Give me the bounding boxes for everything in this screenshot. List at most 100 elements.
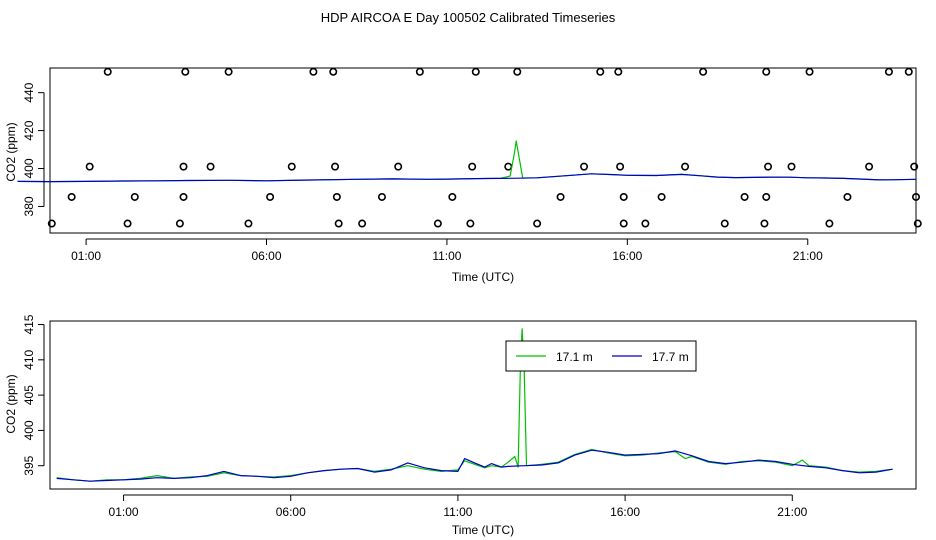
top-marker-point: [181, 67, 190, 76]
top-marker-point: [556, 192, 565, 201]
top-plot-frame: [49, 67, 917, 234]
top-marker-point: [448, 192, 457, 201]
top-marker-point: [787, 162, 796, 171]
top-marker-point: [596, 67, 605, 76]
bottom-series-line-2: [56, 449, 893, 482]
top-marker-point: [103, 67, 112, 76]
top-marker-point: [657, 192, 666, 201]
figure-title: HDP AIRCOA E Day 100502 Calibrated Times…: [321, 10, 616, 25]
top-y-tick-label: 380: [22, 196, 36, 216]
top-marker-point: [332, 192, 341, 201]
top-marker-point: [699, 67, 708, 76]
bottom-y-tick-label: 405: [22, 385, 36, 405]
bottom-x-tick-label: 21:00: [777, 505, 807, 519]
top-marker-point: [329, 67, 338, 76]
bottom-x-tick-label: 11:00: [443, 505, 472, 519]
bottom-x-tick-label: 16:00: [610, 505, 640, 519]
top-marker-point: [760, 219, 769, 228]
top-marker-point: [394, 162, 403, 171]
top-marker-point: [179, 192, 188, 201]
bottom-y-tick-label: 400: [22, 420, 36, 440]
top-x-tick-label: 06:00: [251, 249, 281, 263]
top-marker-point: [614, 67, 623, 76]
top-marker-point: [67, 192, 76, 201]
top-marker-point: [433, 219, 442, 228]
top-series-line-2: [17, 173, 917, 183]
top-marker-point: [504, 162, 513, 171]
top-y-tick-label: 440: [22, 82, 36, 102]
bottom-x-axis-label: Time (UTC): [452, 523, 514, 537]
top-marker-point: [130, 192, 139, 201]
top-marker-point: [681, 162, 690, 171]
top-marker-point: [224, 67, 233, 76]
top-marker-point: [616, 162, 625, 171]
top-marker-point: [287, 162, 296, 171]
top-marker-point: [377, 192, 386, 201]
top-markers: [47, 67, 922, 228]
top-x-tick-label: 01:00: [71, 249, 101, 263]
top-marker-point: [358, 219, 367, 228]
top-marker-point: [334, 219, 343, 228]
top-marker-point: [331, 162, 340, 171]
bottom-plot-frame: [49, 320, 917, 490]
top-marker-point: [913, 219, 922, 228]
top-marker-point: [47, 219, 56, 228]
bottom-y-tick-label: 415: [22, 314, 36, 334]
top-marker-point: [206, 162, 215, 171]
top-marker-point: [904, 67, 913, 76]
top-y-axis-label: CO2 (ppm): [4, 122, 18, 181]
bottom-panel: 01:00 06:00 11:00 16:00 21:00 395 400 405 410 41…: [4, 314, 917, 537]
top-marker-point: [580, 162, 589, 171]
top-marker-point: [843, 192, 852, 201]
top-series-line-1: [17, 140, 917, 183]
top-marker-point: [720, 219, 729, 228]
bottom-y-axis: 395 400 405 410 415: [22, 314, 45, 476]
top-marker-point: [309, 67, 318, 76]
top-series: [17, 140, 917, 183]
top-y-tick-label: 400: [22, 158, 36, 178]
top-marker-point: [85, 162, 94, 171]
top-marker-point: [865, 162, 874, 171]
legend-label-17-7: 17.7 m: [652, 350, 689, 364]
top-x-axis: 01:00 06:00 11:00 16:00 21:00: [71, 238, 823, 263]
bottom-x-tick-label: 01:00: [109, 505, 139, 519]
bottom-series-line-1: [56, 328, 893, 482]
top-panel: 01:00 06:00 11:00 16:00 21:00 380 400 420 440 T…: [4, 67, 922, 284]
top-marker-point: [805, 67, 814, 76]
top-marker-point: [764, 162, 773, 171]
top-marker-point: [619, 192, 628, 201]
top-x-tick-label: 11:00: [432, 249, 461, 263]
top-marker-point: [641, 219, 650, 228]
top-marker-point: [740, 192, 749, 201]
top-marker-point: [911, 192, 920, 201]
bottom-x-tick-label: 06:00: [276, 505, 306, 519]
top-marker-point: [762, 67, 771, 76]
top-marker-point: [415, 67, 424, 76]
top-y-tick-label: 420: [22, 120, 36, 140]
top-marker-point: [123, 219, 132, 228]
top-marker-point: [533, 219, 542, 228]
legend-label-17-1: 17.1 m: [556, 350, 593, 364]
top-y-axis: 380 400 420 440: [22, 82, 45, 216]
top-marker-point: [825, 219, 834, 228]
bottom-y-tick-label: 395: [22, 455, 36, 475]
bottom-series: [56, 328, 893, 482]
top-marker-point: [266, 192, 275, 201]
bottom-y-tick-label: 410: [22, 349, 36, 369]
top-x-tick-label: 16:00: [612, 249, 642, 263]
legend: 17.1 m 17.7 m: [505, 340, 697, 372]
top-marker-point: [244, 219, 253, 228]
top-marker-point: [175, 219, 184, 228]
top-x-axis-label: Time (UTC): [452, 270, 514, 284]
bottom-y-axis-label: CO2 (ppm): [4, 374, 18, 433]
bottom-x-axis: 01:00 06:00 11:00 16:00 21:00: [109, 494, 808, 519]
top-marker-point: [513, 67, 522, 76]
top-marker-point: [910, 162, 919, 171]
top-marker-point: [179, 162, 188, 171]
top-marker-point: [466, 219, 475, 228]
top-marker-point: [468, 162, 477, 171]
top-marker-point: [762, 192, 771, 201]
top-marker-point: [884, 67, 893, 76]
top-marker-point: [471, 67, 480, 76]
